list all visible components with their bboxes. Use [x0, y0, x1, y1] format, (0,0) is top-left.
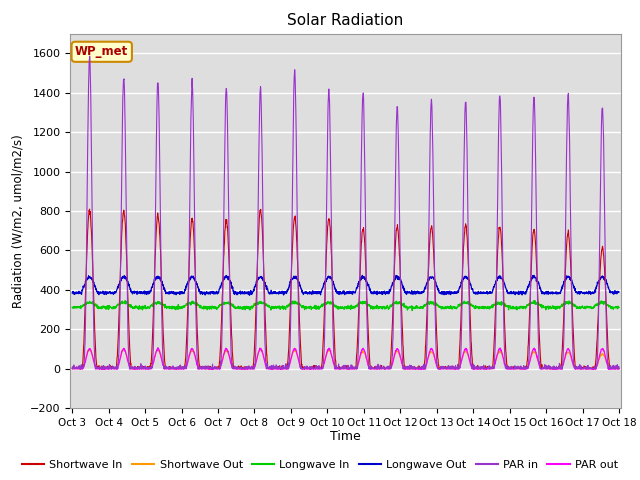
Y-axis label: Radiation (W/m2, umol/m2/s): Radiation (W/m2, umol/m2/s)	[12, 134, 24, 308]
X-axis label: Time: Time	[330, 431, 361, 444]
Legend: Shortwave In, Shortwave Out, Longwave In, Longwave Out, PAR in, PAR out: Shortwave In, Shortwave Out, Longwave In…	[17, 456, 623, 474]
Title: Solar Radiation: Solar Radiation	[287, 13, 404, 28]
Text: WP_met: WP_met	[75, 45, 129, 58]
